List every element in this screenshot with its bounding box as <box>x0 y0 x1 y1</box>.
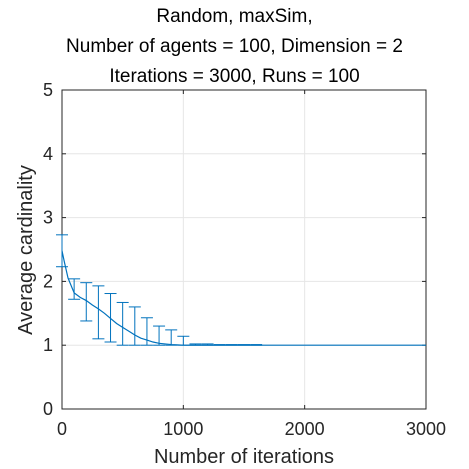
errorbar <box>68 278 81 300</box>
errorbar <box>80 282 93 322</box>
series-line <box>61 250 426 346</box>
x-axis-label: Number of iterations <box>154 446 334 468</box>
y-tick-label: 5 <box>43 80 53 100</box>
errorbar <box>92 285 105 340</box>
chart-title-line-3: Iterations = 3000, Runs = 100 <box>109 66 360 87</box>
y-tick-label: 0 <box>43 399 53 419</box>
x-tick-label: 3000 <box>406 419 446 439</box>
errorbar <box>116 301 129 346</box>
y-tick-label: 2 <box>43 271 53 291</box>
errorbar <box>177 335 190 346</box>
x-tick-label: 0 <box>57 419 67 439</box>
errorbar <box>56 234 68 268</box>
y-tick-label: 1 <box>43 335 53 355</box>
errorbar <box>165 329 178 346</box>
errorbar <box>128 306 141 346</box>
x-tick-label: 1000 <box>163 419 203 439</box>
chart-title-line-2: Number of agents = 100, Dimension = 2 <box>66 36 403 57</box>
y-axis-label: Average cardinality <box>15 165 37 335</box>
errorbars <box>56 234 263 346</box>
y-tick-label: 4 <box>43 144 53 164</box>
chart-title-line-1: Random, maxSim, <box>156 6 313 27</box>
ticks: 0 1000 2000 3000 0 1 2 3 4 5 <box>43 80 446 439</box>
y-tick-label: 3 <box>43 208 53 228</box>
x-tick-label: 2000 <box>285 419 325 439</box>
plot-frame <box>61 89 427 410</box>
grid <box>61 89 427 410</box>
errorbar <box>153 325 166 346</box>
